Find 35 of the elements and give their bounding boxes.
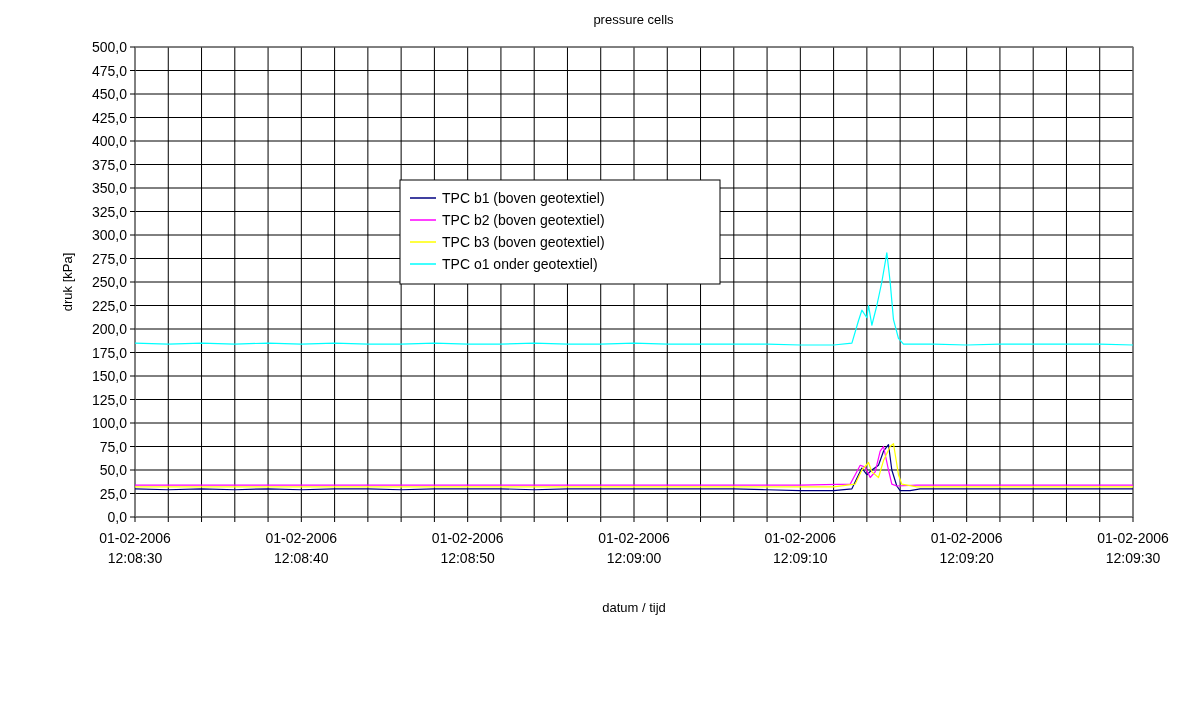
y-tick-label: 25,0 [99,485,128,502]
y-tick-label: 100,0 [91,415,128,431]
y-tick-label: 375,0 [91,156,128,173]
y-tick-label: 300,0 [91,227,128,243]
x-axis-title: datum / tijd [602,600,666,615]
x-tick-label: 01-02-2006 12:08:30 [99,530,172,566]
y-tick-label: 125,0 [91,391,128,408]
y-tick-label: 150,0 [91,368,128,384]
y-tick-label: 500,0 [91,39,128,55]
chart-title: pressure cells [593,12,675,27]
y-tick-label: 200,0 [91,321,128,337]
y-tick-label: 400,0 [91,133,128,149]
y-tick-label: 0,0 [107,509,128,525]
y-axis-title: druk [kPa] [60,252,75,312]
legend-label: TPC b2 (boven geotextiel) [442,212,605,228]
y-tick-label: 50,0 [99,462,128,478]
y-tick-label: 275,0 [91,250,128,267]
y-tick-label: 325,0 [91,203,128,220]
legend-label: TPC b3 (boven geotextiel) [442,234,605,250]
x-tick-label: 01-02-2006 12:09:00 [598,530,671,566]
y-tick-label: 75,0 [99,438,128,455]
y-tick-label: 175,0 [91,344,128,361]
y-tick-label: 250,0 [91,274,128,290]
x-tick-label: 01-02-2006 12:09:10 [764,530,837,566]
x-tick-label: 01-02-2006 12:08:40 [265,530,338,566]
y-tick-label: 225,0 [91,297,128,314]
legend-label: TPC b1 (boven geotextiel) [442,190,605,206]
y-tick-label: 425,0 [91,109,128,126]
y-tick-label: 475,0 [91,62,128,79]
x-tick-label: 01-02-2006 12:09:30 [1097,530,1170,566]
legend-label: TPC o1 onder geotextiel) [442,256,598,272]
y-tick-label: 350,0 [91,180,128,196]
x-tick-label: 01-02-2006 12:09:20 [930,530,1003,566]
x-tick-label: 01-02-2006 12:08:50 [431,530,504,566]
y-tick-label: 450,0 [91,86,128,102]
